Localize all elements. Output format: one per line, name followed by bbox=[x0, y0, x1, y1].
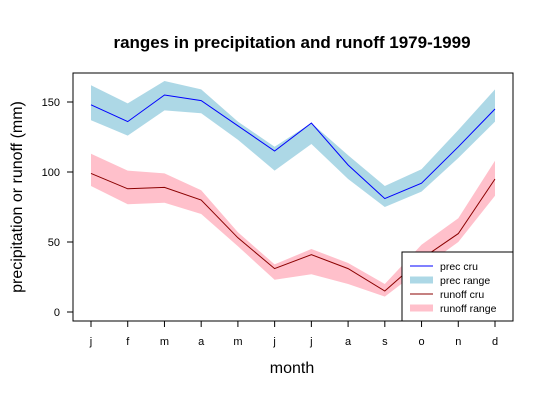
x-tick-label: f bbox=[126, 336, 130, 348]
legend-label-prec-cru: prec cru bbox=[440, 261, 478, 273]
legend: prec cru prec range runoff cru runoff range bbox=[401, 251, 514, 322]
x-tick-label: d bbox=[492, 336, 498, 348]
x-axis-label: month bbox=[270, 360, 314, 377]
prec-cru-line bbox=[90, 94, 496, 200]
plot-frame bbox=[72, 72, 514, 322]
x-tick-label: a bbox=[198, 336, 205, 348]
y-tick-label: 100 bbox=[42, 167, 60, 179]
x-tick-label: j bbox=[89, 336, 92, 348]
prec-range-band bbox=[91, 81, 495, 207]
x-tick-label: a bbox=[345, 336, 352, 348]
y-tick-label: 0 bbox=[54, 307, 60, 319]
legend-label-runoff-range: runoff range bbox=[440, 303, 497, 315]
bands-layer bbox=[91, 81, 495, 297]
x-tick-label: j bbox=[272, 336, 275, 348]
x-tick-label: m bbox=[233, 336, 242, 348]
x-tick-label: o bbox=[418, 336, 424, 348]
x-tick-label: j bbox=[309, 336, 312, 348]
x-tick-label: m bbox=[160, 336, 169, 348]
chart-title: ranges in precipitation and runoff 1979-… bbox=[113, 33, 470, 52]
y-tick-label: 50 bbox=[48, 237, 60, 249]
legend-label-runoff-cru: runoff cru bbox=[440, 289, 484, 301]
x-tick-label: s bbox=[382, 336, 388, 348]
y-tick-label: 150 bbox=[42, 97, 60, 109]
runoff-range-band bbox=[91, 153, 495, 297]
x-tick-label: n bbox=[455, 336, 461, 348]
legend-label-prec-range: prec range bbox=[440, 275, 490, 287]
y-axis: 0 50 100 150 bbox=[42, 97, 73, 319]
y-axis-label: precipitation or runoff (mm) bbox=[9, 101, 26, 293]
